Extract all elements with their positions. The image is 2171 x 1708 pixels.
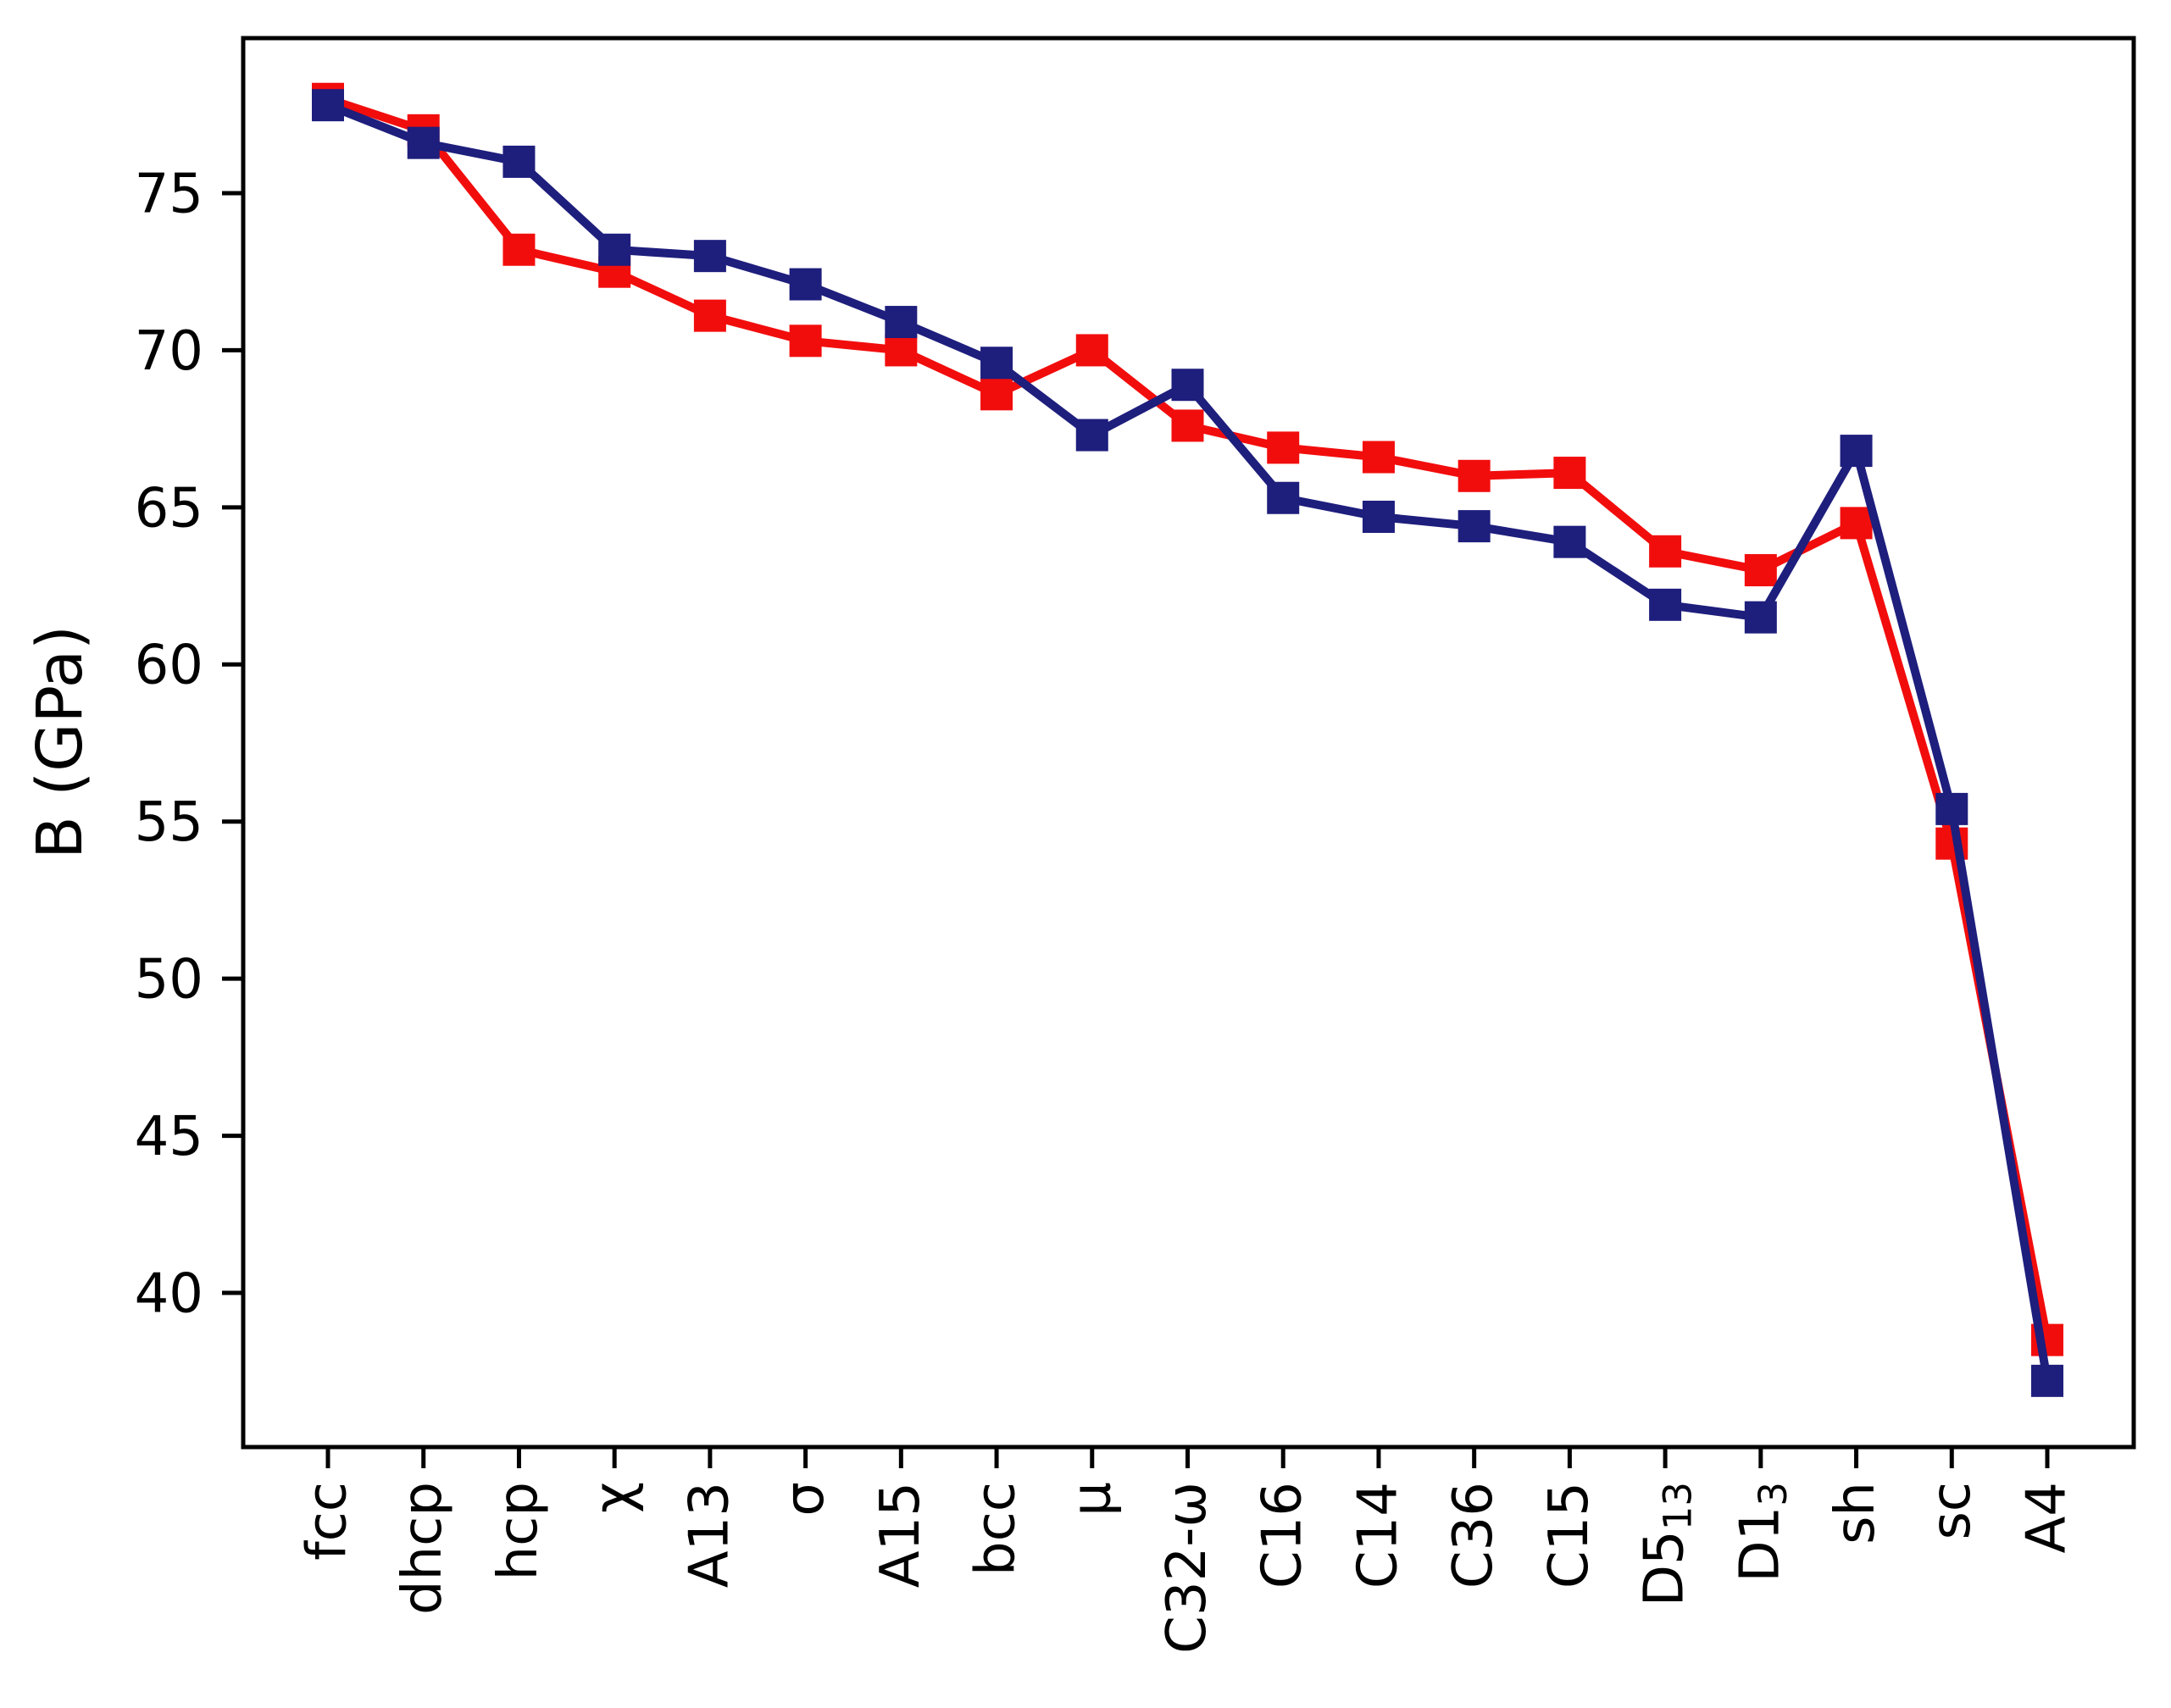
y-tick-label: 55 (135, 791, 203, 854)
navy-series-marker-C16 (1267, 481, 1300, 514)
navy-series-marker-C32-ω (1171, 369, 1204, 402)
x-tick-label: hcp (487, 1482, 550, 1580)
navy-series-marker-D5₁₃ (1649, 588, 1682, 621)
red-series-marker-C36 (1458, 459, 1491, 492)
x-tick-label: D513 (1634, 1482, 1701, 1606)
red-series-marker-μ (1075, 334, 1108, 367)
navy-series-marker-D1₃ (1744, 601, 1777, 634)
navy-series-marker-C15 (1553, 525, 1586, 558)
navy-series-marker-μ (1075, 419, 1108, 452)
y-tick-label: 65 (135, 477, 203, 540)
y-tick-label: 50 (135, 949, 203, 1012)
series-layer (312, 82, 2063, 1397)
x-tick-label: bcc (965, 1482, 1028, 1576)
navy-series-marker-fcc (312, 89, 344, 122)
x-tick-label: C15 (1538, 1482, 1601, 1589)
navy-series-marker-bcc (980, 347, 1013, 380)
navy-series-marker-C36 (1458, 510, 1491, 543)
x-tick-label: A4 (2015, 1482, 2078, 1554)
navy-series-marker-A13 (693, 240, 726, 273)
x-tick-label: C16 (1252, 1482, 1314, 1589)
red-series-line (326, 94, 2052, 1341)
navy-series-marker-A15 (885, 306, 918, 339)
navy-series-marker-sc (1935, 792, 1968, 825)
red-series-marker-C14 (1362, 441, 1395, 474)
x-tick-label: fcc (296, 1482, 358, 1561)
navy-series-marker-hcp (502, 145, 536, 178)
x-tick-label: C36 (1442, 1482, 1505, 1589)
y-tick-label: 60 (135, 635, 203, 697)
red-series-marker-sh (1840, 507, 1873, 540)
y-tick-label: 75 (135, 163, 203, 225)
navy-series-marker-σ (789, 268, 822, 301)
x-tick-label: μ (1060, 1482, 1123, 1517)
navy-series-marker-sh (1840, 435, 1873, 468)
x-tick-label: A13 (678, 1482, 741, 1588)
red-series-marker-A13 (693, 299, 726, 332)
axes-layer (222, 36, 2136, 1468)
x-tick-label: sc (1920, 1482, 1983, 1540)
x-tick-label: C14 (1346, 1482, 1409, 1589)
y-tick-label: 70 (135, 320, 203, 383)
navy-series-marker-A4 (2031, 1364, 2063, 1397)
x-tick-label: dhcp (391, 1482, 454, 1615)
red-series-marker-A15 (885, 334, 918, 367)
navy-series-line (326, 101, 2052, 1382)
y-tick-label: 40 (135, 1262, 203, 1325)
x-tick-label: A15 (869, 1482, 932, 1588)
red-series-marker-D1₃ (1744, 554, 1777, 587)
red-series-marker-σ (789, 324, 822, 358)
red-series-marker-bcc (980, 378, 1013, 411)
y-axis-label: B (GPa) (24, 625, 97, 859)
navy-series-marker-dhcp (407, 126, 440, 159)
red-series-marker-C16 (1267, 431, 1300, 464)
red-series-marker-C32-ω (1171, 409, 1204, 442)
x-tick-label: σ (774, 1482, 836, 1517)
x-tick-label: C32-ω (1156, 1482, 1219, 1654)
x-tick-label: χ (583, 1482, 646, 1513)
navy-series-marker-χ (598, 233, 631, 266)
y-tick-label: 45 (135, 1106, 203, 1168)
x-tick-label: sh (1824, 1482, 1887, 1544)
red-series-marker-hcp (502, 233, 536, 266)
x-tick-label: D13 (1729, 1482, 1796, 1583)
red-series-marker-C15 (1553, 457, 1586, 490)
navy-series-marker-C14 (1362, 500, 1395, 533)
red-series-marker-D5₁₃ (1649, 535, 1682, 568)
